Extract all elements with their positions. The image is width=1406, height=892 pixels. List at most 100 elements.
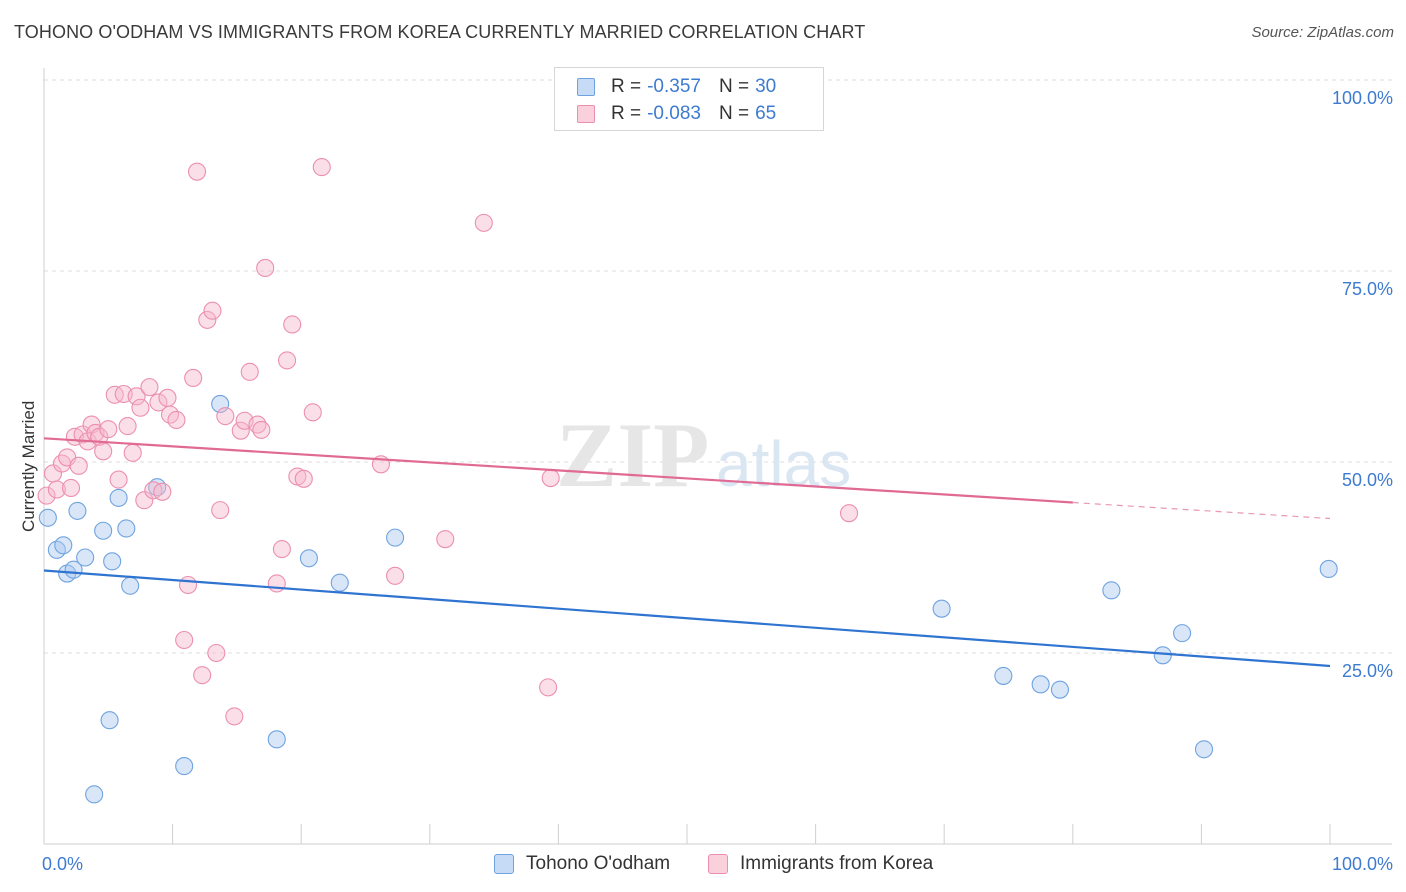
point-tohono-15 — [175, 757, 194, 776]
point-korea-29 — [167, 410, 186, 430]
point-tohono-29 — [1319, 559, 1338, 579]
point-korea-53 — [303, 403, 322, 422]
data-points — [37, 158, 1338, 804]
watermark-zip: ZIP — [556, 404, 709, 506]
bottom-legend-label-korea: Immigrants from Korea — [740, 853, 934, 874]
legend-row-tohono: R = -0.357 N = 30 — [577, 74, 776, 100]
point-korea-47 — [267, 574, 286, 593]
trend-lines — [43, 437, 1331, 668]
point-tohono-25 — [1102, 581, 1121, 600]
y-tick-label-3: 100.0% — [1332, 88, 1393, 108]
point-korea-49 — [278, 351, 297, 370]
point-tohono-24 — [1050, 680, 1069, 699]
point-tohono-1 — [47, 540, 66, 559]
point-korea-27 — [158, 388, 177, 407]
point-korea-5 — [61, 478, 81, 498]
point-korea-31 — [178, 575, 198, 595]
y-tick-labels: 25.0% 50.0% 75.0% 100.0% — [1332, 88, 1393, 681]
bottom-legend-korea: Immigrants from Korea — [708, 852, 933, 876]
point-korea-46 — [256, 258, 275, 277]
point-korea-52 — [294, 469, 313, 488]
point-korea-34 — [193, 666, 212, 685]
point-tohono-23 — [1031, 675, 1050, 694]
legend-n-value: 30 — [755, 76, 777, 97]
point-korea-33 — [187, 162, 207, 181]
point-korea-45 — [252, 420, 271, 439]
point-korea-16 — [109, 470, 128, 489]
point-tohono-10 — [103, 552, 122, 571]
point-korea-7 — [69, 456, 88, 475]
bottom-legend-label-tohono: Tohono O'odham — [526, 853, 671, 874]
point-tohono-17 — [267, 730, 286, 749]
point-korea-56 — [386, 566, 405, 585]
bottom-legend-swatch-tohono — [494, 854, 514, 874]
point-tohono-11 — [109, 488, 128, 507]
chart-title: TOHONO O'ODHAM VS IMMIGRANTS FROM KOREA … — [14, 22, 866, 42]
y-tick-label-2: 75.0% — [1342, 279, 1393, 299]
legend-r-label: R = — [611, 76, 642, 97]
point-tohono-12 — [117, 519, 136, 538]
point-tohono-9 — [100, 711, 119, 730]
point-korea-21 — [131, 398, 150, 417]
point-tohono-6 — [76, 548, 95, 567]
point-korea-13 — [94, 442, 113, 461]
x-tick-labels: 0.0% 100.0% — [42, 854, 1393, 874]
point-tohono-7 — [85, 785, 104, 804]
point-korea-59 — [539, 678, 558, 697]
point-korea-40 — [225, 707, 244, 726]
point-korea-43 — [240, 362, 259, 381]
point-korea-48 — [272, 540, 291, 559]
point-tohono-5 — [68, 501, 87, 520]
point-korea-0 — [37, 486, 56, 505]
point-korea-24 — [144, 481, 163, 500]
point-korea-39 — [216, 407, 235, 426]
trend-line-korea — [43, 437, 1073, 504]
legend-row-korea: R = -0.083 N = 65 — [577, 101, 776, 127]
y-axis-label: Currently Married — [19, 401, 38, 532]
point-korea-37 — [207, 643, 226, 663]
legend-r-value: -0.083 — [647, 103, 701, 124]
x-tick-label-max: 100.0% — [1332, 854, 1393, 874]
point-tohono-8 — [94, 521, 113, 540]
point-korea-41 — [231, 421, 250, 440]
legend-r-label: R = — [611, 103, 642, 124]
trend-line-korea-extension — [1072, 501, 1331, 520]
point-korea-19 — [123, 443, 142, 462]
point-tohono-13 — [121, 576, 140, 595]
point-tohono-21 — [932, 599, 951, 618]
legend-n-label: N = — [718, 103, 750, 124]
point-korea-38 — [211, 501, 230, 520]
point-korea-36 — [203, 301, 222, 320]
point-korea-50 — [283, 315, 302, 334]
point-korea-35 — [198, 310, 217, 329]
legend-n-label: N = — [718, 76, 750, 97]
x-tick-label-min: 0.0% — [42, 854, 83, 874]
point-korea-2 — [47, 480, 66, 499]
point-korea-20 — [127, 387, 146, 406]
axes — [43, 68, 1392, 845]
point-korea-60 — [541, 468, 560, 488]
trend-line-tohono — [43, 569, 1331, 668]
legend-n-value: 65 — [755, 103, 777, 124]
point-tohono-28 — [1194, 740, 1214, 759]
point-korea-26 — [153, 482, 172, 501]
point-korea-54 — [312, 158, 331, 177]
point-korea-14 — [99, 420, 118, 439]
point-korea-25 — [149, 393, 168, 412]
y-tick-label-0: 25.0% — [1342, 661, 1393, 681]
point-korea-57 — [436, 530, 455, 549]
point-korea-32 — [184, 368, 203, 388]
legend-swatch-korea — [577, 105, 595, 123]
point-tohono-19 — [330, 573, 349, 592]
point-tohono-22 — [994, 666, 1013, 685]
point-korea-22 — [135, 491, 154, 510]
point-tohono-20 — [386, 528, 405, 547]
watermark-atlas: atlas — [716, 428, 851, 500]
point-korea-58 — [474, 213, 493, 232]
point-korea-30 — [175, 630, 194, 650]
point-tohono-0 — [38, 508, 57, 527]
point-tohono-2 — [54, 536, 73, 555]
source-credit: Source: ZipAtlas.com — [1251, 24, 1394, 41]
point-tohono-27 — [1173, 624, 1192, 643]
